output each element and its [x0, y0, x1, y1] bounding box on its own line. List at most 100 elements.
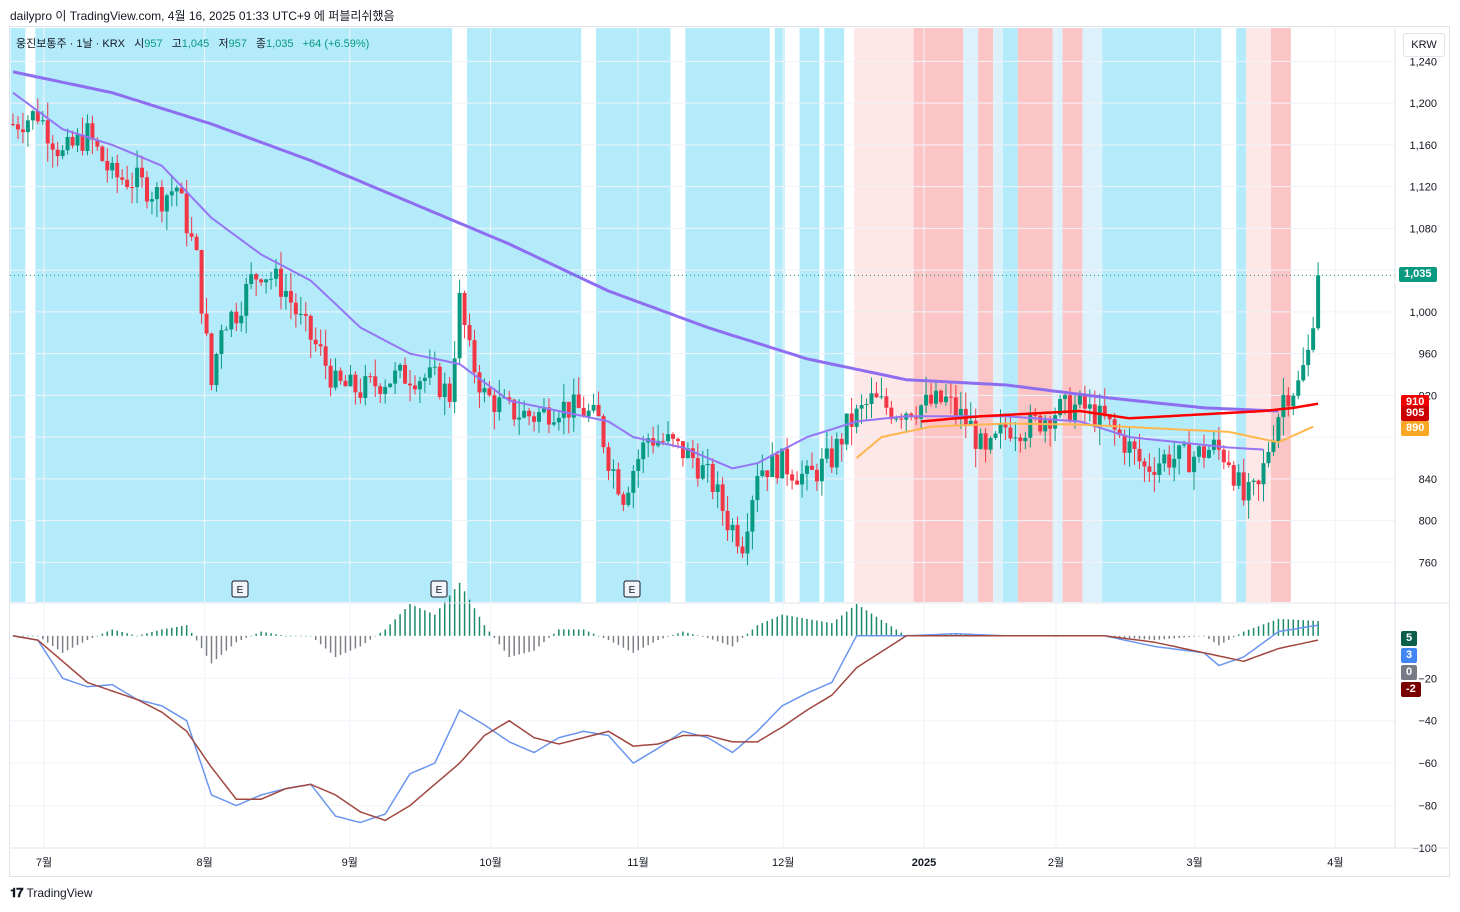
candle-body — [829, 448, 834, 468]
candle — [745, 513, 750, 566]
macd-histogram-bar — [771, 618, 773, 636]
macd-histogram-bar — [568, 629, 570, 636]
candle-body — [274, 268, 279, 279]
background-band — [854, 28, 914, 602]
candle-body — [715, 484, 720, 492]
change-value: +64 (+6.59%) — [302, 38, 370, 50]
earnings-marker: E — [231, 580, 249, 598]
candle-body — [229, 311, 234, 330]
macd-histogram-bar — [960, 633, 962, 636]
candle — [1147, 453, 1152, 482]
candle-body — [209, 333, 214, 386]
candle-body — [1226, 462, 1231, 466]
tradingview-brand[interactable]: 𝟏𝟕 TradingView — [10, 885, 93, 901]
candle-body — [750, 500, 755, 532]
candle — [338, 367, 343, 385]
candle-body — [1266, 451, 1271, 464]
candle — [343, 374, 348, 387]
candle — [492, 388, 497, 430]
price-tag: 910 — [1401, 394, 1430, 410]
candle-body — [790, 474, 795, 481]
candle-body — [730, 524, 735, 531]
macd-histogram-bar — [548, 635, 550, 638]
candle — [720, 477, 725, 526]
macd-histogram-bar — [240, 635, 243, 641]
macd-histogram-bar — [577, 629, 580, 636]
low-label: 저 — [218, 38, 229, 50]
candle — [1197, 444, 1202, 463]
candle — [130, 172, 135, 204]
candle — [189, 216, 194, 242]
candle — [333, 358, 338, 391]
candle-body — [899, 418, 904, 420]
candle-body — [1162, 454, 1167, 464]
macd-histogram-bar — [434, 614, 436, 636]
macd-histogram-bar — [91, 635, 94, 638]
candle-body — [1306, 349, 1311, 366]
candle-body — [1023, 437, 1028, 442]
candle-body — [15, 124, 20, 130]
candle-body — [1211, 439, 1216, 450]
candle-body — [1107, 416, 1112, 420]
macd-histogram-bar — [488, 631, 491, 636]
macd-histogram-bar — [786, 615, 788, 636]
macd-histogram-bar — [106, 631, 109, 636]
candle — [725, 495, 730, 542]
price-axis-tick: 760 — [1419, 557, 1437, 569]
macd-histogram-bar — [1307, 620, 1309, 636]
macd-histogram-bar — [543, 635, 545, 643]
candle-body — [90, 123, 95, 140]
candle-body — [1112, 419, 1117, 430]
earnings-marker-box — [430, 580, 448, 598]
candle-body — [174, 187, 179, 192]
macd-histogram-bar — [161, 629, 163, 636]
candle — [968, 402, 973, 425]
candle — [323, 329, 328, 380]
candle — [229, 310, 234, 338]
currency-button[interactable]: KRW — [1403, 33, 1445, 57]
candle — [204, 297, 209, 337]
candle-body — [1276, 417, 1281, 442]
candle — [264, 278, 269, 294]
candle-body — [373, 376, 378, 387]
candle — [1187, 429, 1192, 473]
macd-histogram-bar — [657, 635, 659, 641]
macd-histogram-bar — [607, 635, 610, 641]
macd-histogram-bar — [61, 635, 64, 653]
candle-body — [288, 291, 293, 303]
candle-body — [20, 129, 25, 133]
macd-histogram-bar — [766, 620, 769, 636]
candle — [403, 357, 408, 385]
candle-body — [442, 383, 447, 398]
candle — [1058, 394, 1063, 418]
candle-body — [467, 325, 472, 341]
candle-body — [775, 454, 780, 479]
candle-body — [675, 438, 680, 442]
series-lines — [10, 70, 1395, 824]
candle — [844, 413, 849, 451]
macd-histogram-bar — [399, 614, 401, 636]
candle — [234, 302, 239, 332]
macd-histogram-bar — [965, 634, 967, 636]
candle — [1157, 447, 1162, 483]
candle — [373, 359, 378, 397]
candle — [666, 421, 671, 445]
candle — [269, 271, 274, 290]
candle — [879, 377, 884, 400]
candle-body — [393, 370, 398, 384]
candle-body — [1058, 399, 1063, 416]
candle-body — [219, 330, 224, 354]
candle-body — [586, 410, 591, 417]
macd-histogram-bar — [1233, 635, 1235, 638]
candle-body — [561, 401, 566, 418]
macd-histogram-bar — [573, 629, 575, 636]
candle — [348, 364, 353, 387]
candle-body — [1063, 395, 1068, 400]
candle-body — [214, 353, 219, 386]
candle — [884, 388, 889, 415]
candle — [239, 301, 244, 332]
candle — [804, 460, 809, 491]
candle-body — [844, 413, 849, 445]
candle — [958, 391, 963, 429]
